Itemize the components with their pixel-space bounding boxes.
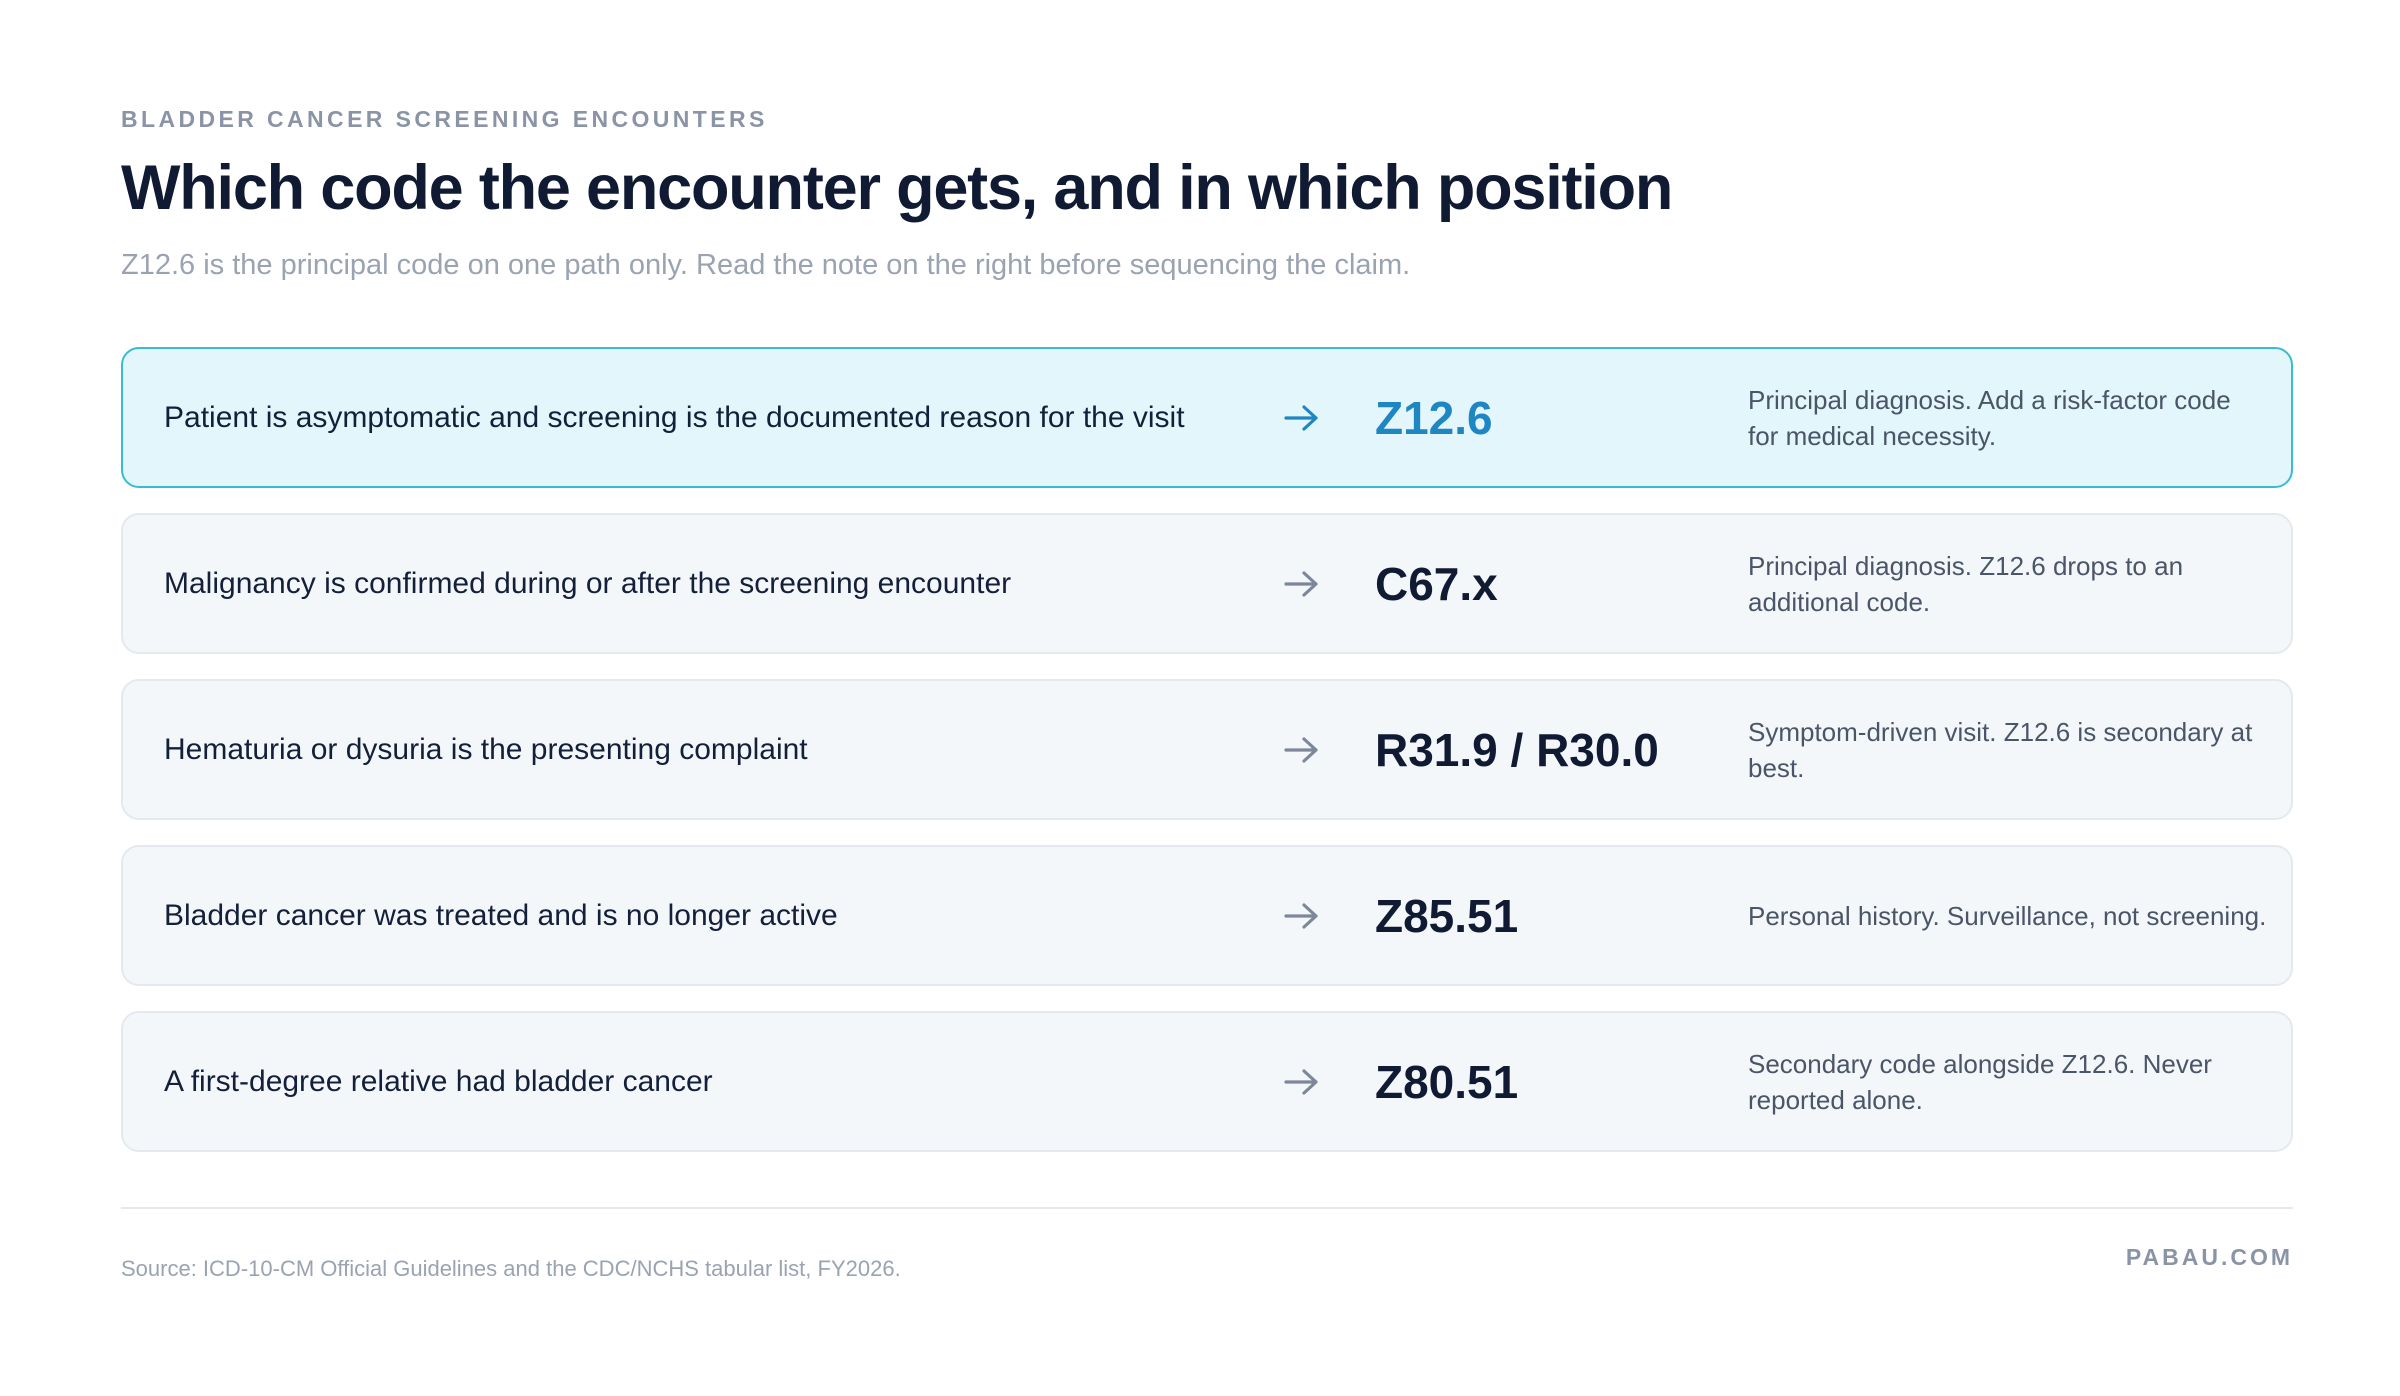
row-note: Principal diagnosis. Add a risk-factor c…: [1748, 384, 2231, 451]
row-code: Z80.51: [1375, 1055, 1519, 1108]
arrow-right-icon: [1283, 349, 1321, 486]
row-note: Symptom-driven visit. Z12.6 is secondary…: [1748, 716, 2253, 783]
page-subtitle: Z12.6 is the principal code on one path …: [121, 249, 1411, 281]
row-note: Secondary code alongside Z12.6. Never re…: [1748, 1048, 2212, 1115]
page-title: Which code the encounter gets, and in wh…: [121, 153, 1673, 223]
row-note: Principal diagnosis. Z12.6 drops to an a…: [1748, 550, 2184, 617]
brand-label: PABAU.COM: [2125, 1244, 2293, 1270]
row-note: Personal history. Surveillance, not scre…: [1748, 900, 2267, 931]
row-condition: A first-degree relative had bladder canc…: [164, 1064, 713, 1098]
eyebrow-label: BLADDER CANCER SCREENING ENCOUNTERS: [121, 106, 768, 132]
decision-row-symptoms: Hematuria or dysuria is the presenting c…: [121, 679, 2293, 820]
arrow-right-icon: [1283, 847, 1321, 984]
decision-row-malignancy: Malignancy is confirmed during or after …: [121, 513, 2293, 654]
row-code: Z12.6: [1375, 391, 1493, 444]
source-note: Source: ICD-10-CM Official Guidelines an…: [121, 1256, 901, 1281]
arrow-right-icon: [1283, 1013, 1321, 1150]
arrow-right-icon: [1283, 681, 1321, 818]
arrow-right-icon: [1283, 515, 1321, 652]
row-code: C67.x: [1375, 557, 1498, 610]
code-decision-list: Patient is asymptomatic and screening is…: [121, 347, 2293, 1177]
footer-divider: [121, 1207, 2293, 1209]
row-condition: Malignancy is confirmed during or after …: [164, 566, 1012, 600]
row-code: R31.9 / R30.0: [1375, 723, 1659, 776]
row-condition: Patient is asymptomatic and screening is…: [164, 400, 1185, 434]
decision-row-screening: Patient is asymptomatic and screening is…: [121, 347, 2293, 488]
decision-row-family-history: A first-degree relative had bladder canc…: [121, 1011, 2293, 1152]
row-condition: Bladder cancer was treated and is no lon…: [164, 898, 838, 932]
decision-row-history: Bladder cancer was treated and is no lon…: [121, 845, 2293, 986]
page: BLADDER CANCER SCREENING ENCOUNTERS Whic…: [121, 0, 2293, 1396]
row-condition: Hematuria or dysuria is the presenting c…: [164, 732, 808, 766]
row-code: Z85.51: [1375, 889, 1519, 942]
